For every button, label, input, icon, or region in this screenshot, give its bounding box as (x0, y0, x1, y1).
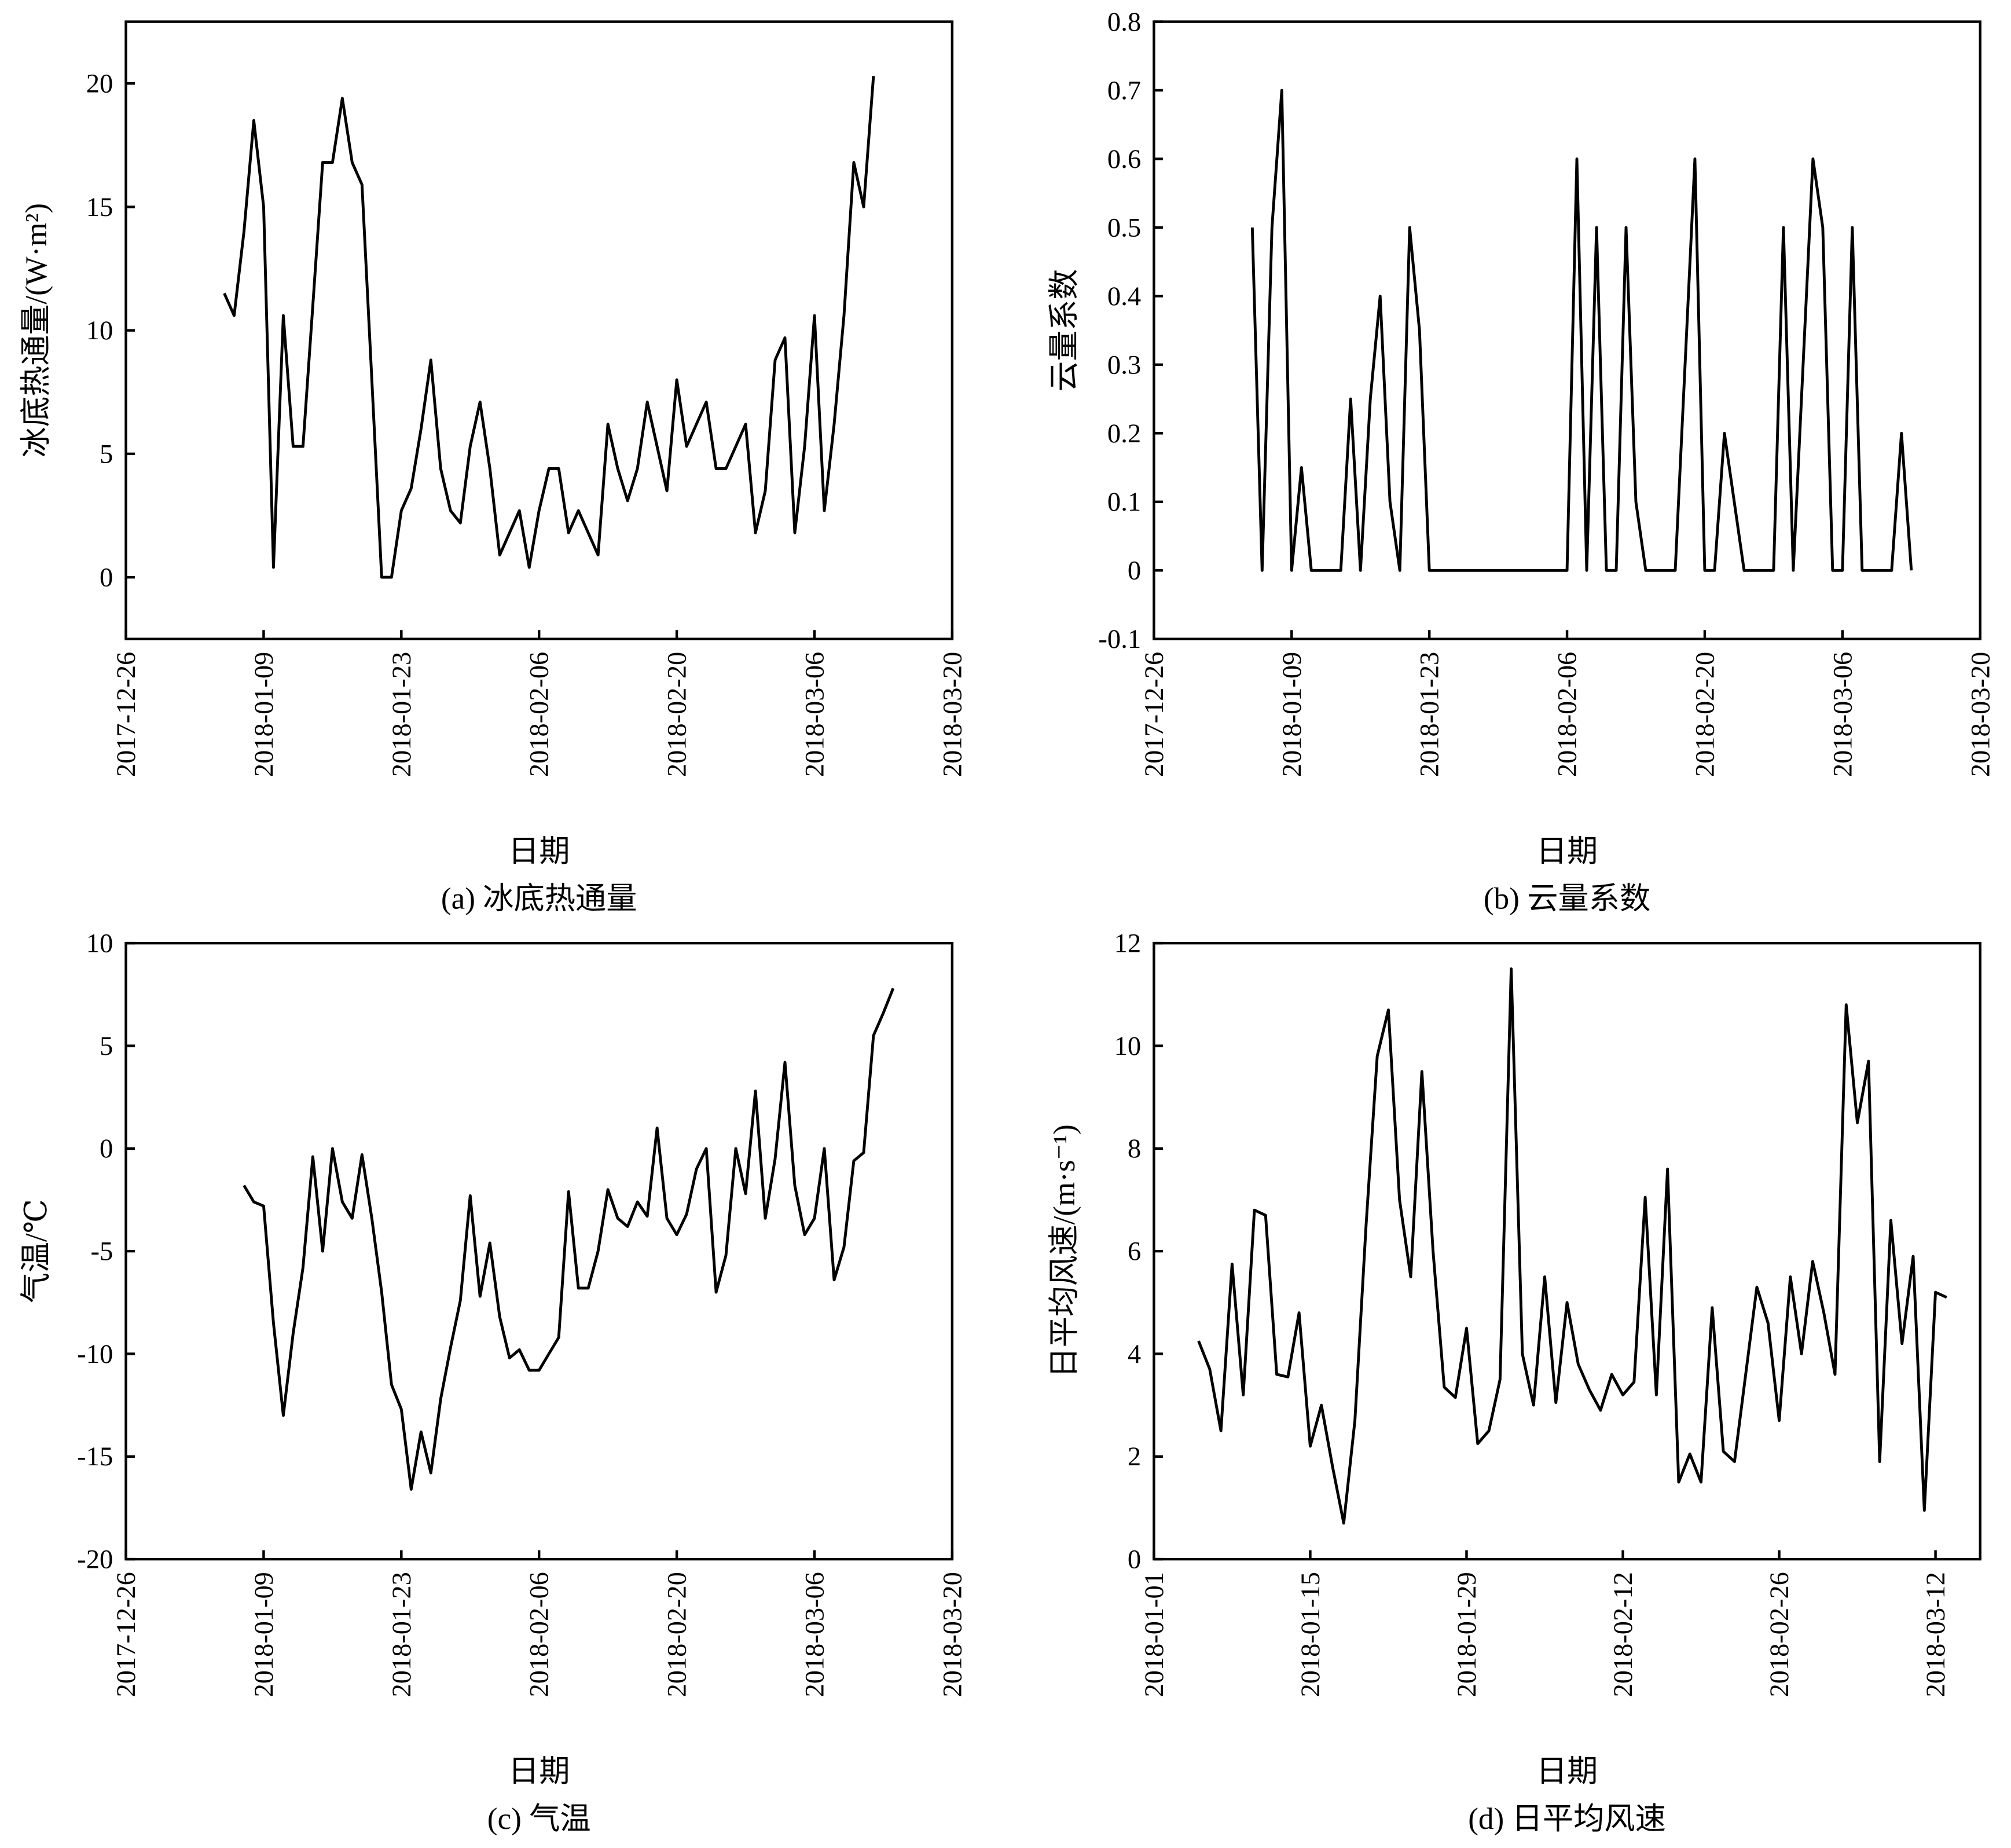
y-tick-label: -5 (91, 1237, 113, 1267)
data-line (1250, 89, 1913, 572)
x-tick-label: 2018-03-20 (938, 652, 967, 777)
x-tick-label: 2017-12-26 (112, 652, 141, 777)
y-tick-label: 10 (86, 929, 113, 959)
y-tick-label: 0.8 (1107, 8, 1141, 37)
y-axis-label: 日平均风速/(m·s⁻¹) (1048, 1124, 1081, 1378)
x-tick-label: 2018-01-09 (249, 1572, 279, 1697)
y-tick-label: 20 (86, 69, 113, 99)
x-axis-label: 日期 (508, 1755, 570, 1788)
y-tick-label: -20 (77, 1545, 113, 1575)
x-tick-label: 2018-03-12 (1921, 1572, 1951, 1697)
x-tick-label: 2018-02-12 (1609, 1572, 1638, 1697)
x-tick-label: 2018-03-06 (1828, 652, 1858, 777)
x-tick-label: 2018-03-06 (800, 652, 830, 777)
y-tick-label: 10 (1114, 1032, 1142, 1061)
y-tick-label: 12 (1114, 929, 1142, 959)
y-tick-label: 0 (100, 563, 113, 593)
y-tick-label: 0.2 (1107, 419, 1141, 449)
y-tick-label: 15 (86, 193, 113, 222)
panel-caption: (b) 云量系数 (1484, 882, 1650, 916)
y-tick-label: -0.1 (1098, 625, 1141, 654)
y-tick-label: 0 (1128, 1545, 1141, 1575)
y-tick-label: 0.6 (1107, 145, 1141, 174)
y-tick-label: 0 (100, 1134, 113, 1164)
x-tick-label: 2018-02-06 (525, 652, 555, 777)
y-axis-label: 冰底热通量/(W·m²) (20, 203, 53, 458)
x-tick-label: 2018-01-29 (1452, 1572, 1482, 1697)
data-line (243, 988, 895, 1491)
x-tick-label: 2018-01-15 (1296, 1572, 1326, 1697)
x-axis-label: 日期 (508, 835, 570, 868)
x-axis-label: 日期 (1536, 835, 1598, 868)
x-axis-label: 日期 (1536, 1755, 1598, 1788)
x-tick-label: 2018-01-01 (1140, 1572, 1169, 1697)
plot-frame (124, 941, 954, 1561)
x-tick-label: 2018-02-06 (525, 1572, 555, 1697)
panel-caption: (d) 日平均风速 (1468, 1802, 1666, 1836)
y-tick-label: -15 (77, 1442, 113, 1472)
x-tick-label: 2018-02-20 (663, 652, 692, 777)
y-tick-label: 5 (100, 439, 113, 469)
y-tick-label: 10 (86, 316, 113, 346)
y-tick-label: 2 (1128, 1442, 1141, 1472)
x-tick-label: 2018-03-20 (938, 1572, 967, 1697)
x-tick-label: 2018-01-09 (249, 652, 279, 777)
x-tick-label: 2018-02-20 (663, 1572, 692, 1697)
y-tick-label: 4 (1128, 1340, 1141, 1369)
plot-frame (1153, 20, 1981, 640)
y-tick-label: 0.5 (1107, 213, 1141, 243)
y-axis-label: 气温/℃ (20, 1199, 53, 1303)
y-tick-label: 0 (1128, 556, 1141, 586)
y-tick-label: -10 (77, 1340, 113, 1369)
x-tick-label: 2018-01-23 (387, 1572, 417, 1697)
y-tick-label: 6 (1128, 1237, 1141, 1267)
x-tick-label: 2018-01-23 (387, 652, 417, 777)
x-tick-label: 2018-03-20 (1966, 652, 1995, 777)
y-tick-label: 8 (1128, 1134, 1141, 1164)
x-tick-label: 2018-01-09 (1278, 652, 1307, 777)
y-tick-label: 5 (100, 1032, 113, 1061)
plot-frame (124, 20, 954, 640)
panel-caption: (c) 气温 (487, 1802, 591, 1836)
x-tick-label: 2017-12-26 (1140, 652, 1169, 777)
y-tick-label: 0.3 (1107, 350, 1141, 380)
data-line (223, 76, 875, 579)
x-tick-label: 2018-02-20 (1690, 652, 1720, 777)
x-tick-label: 2018-03-06 (800, 1572, 830, 1697)
x-tick-label: 2018-02-06 (1553, 652, 1582, 777)
y-axis-label: 云量系数 (1048, 269, 1081, 392)
plot-frame (1153, 941, 1981, 1561)
y-tick-label: 0.1 (1107, 487, 1141, 517)
y-tick-label: 0.4 (1107, 282, 1141, 311)
data-line (1197, 967, 1947, 1525)
x-tick-label: 2018-02-26 (1765, 1572, 1795, 1697)
y-tick-label: 0.7 (1107, 76, 1141, 106)
panel-caption: (a) 冰底热通量 (441, 882, 637, 916)
x-tick-label: 2018-01-23 (1415, 652, 1445, 777)
x-tick-label: 2017-12-26 (112, 1572, 141, 1697)
